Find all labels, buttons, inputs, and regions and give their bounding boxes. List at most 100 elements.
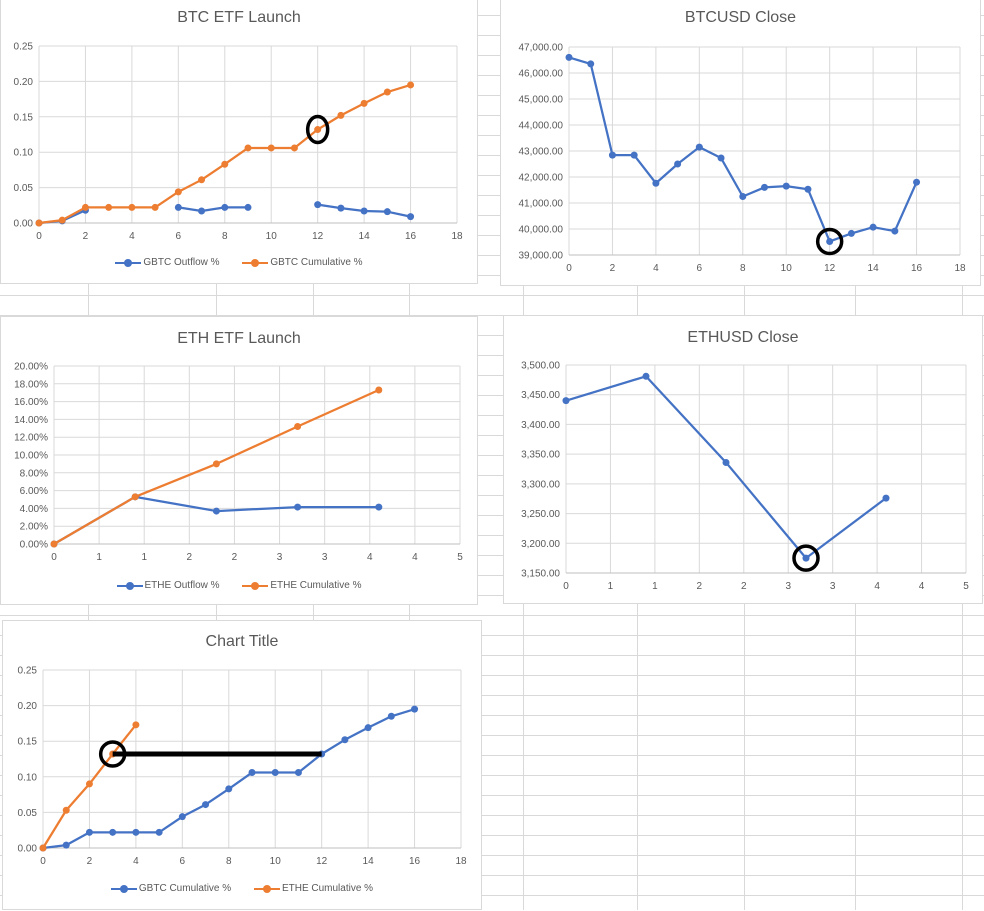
svg-text:2: 2 [87, 856, 93, 867]
svg-text:0.20: 0.20 [18, 701, 38, 712]
svg-text:0.05: 0.05 [18, 808, 38, 819]
svg-text:16: 16 [405, 231, 417, 242]
svg-text:0: 0 [40, 856, 46, 867]
legend-marker-icon [253, 884, 280, 894]
legend-marker-icon [242, 258, 269, 268]
svg-text:1: 1 [141, 552, 147, 563]
chart-ethusd-close[interactable]: ETHUSD Close 0 1 1 2 2 3 3 4 4 5 3,150.00 3,200.00 3… [503, 315, 983, 604]
svg-text:4: 4 [874, 581, 880, 592]
legend-item-gbtc-cumulative[interactable]: GBTC Cumulative % [242, 257, 363, 268]
svg-text:14: 14 [359, 231, 371, 242]
svg-text:12: 12 [316, 856, 328, 867]
svg-text:3,250.00: 3,250.00 [521, 509, 560, 520]
legend-marker-icon [115, 258, 142, 268]
svg-text:12: 12 [312, 231, 324, 242]
chart-legend: GBTC Cumulative % ETHE Cumulative % [3, 883, 481, 894]
svg-text:3,200.00: 3,200.00 [521, 539, 560, 550]
svg-text:0: 0 [51, 552, 57, 563]
svg-text:18: 18 [455, 856, 467, 867]
legend-marker-icon [116, 581, 143, 591]
svg-text:12.00%: 12.00% [14, 433, 48, 444]
chart-title: BTCUSD Close [684, 9, 797, 26]
svg-text:45,000.00: 45,000.00 [519, 95, 564, 106]
svg-text:0.00: 0.00 [18, 844, 38, 855]
svg-text:20.00%: 20.00% [14, 362, 48, 373]
legend-item-gbtc-outflow[interactable]: GBTC Outflow % [115, 257, 220, 268]
svg-text:42,000.00: 42,000.00 [519, 173, 564, 184]
svg-text:3,150.00: 3,150.00 [521, 569, 560, 580]
svg-text:39,000.00: 39,000.00 [519, 251, 564, 262]
chart-plot: 0 1 1 2 2 3 3 4 4 5 3,150.00 3,200.00 3,250.00 3,300.… [521, 361, 969, 593]
svg-text:2: 2 [697, 581, 703, 592]
svg-text:0: 0 [36, 231, 42, 242]
svg-text:14: 14 [363, 856, 375, 867]
chart-title: ETHUSD Close [687, 329, 799, 346]
svg-text:14: 14 [868, 263, 880, 274]
legend-item-ethe-outflow[interactable]: ETHE Outflow % [116, 580, 220, 591]
svg-text:46,000.00: 46,000.00 [519, 69, 564, 80]
svg-text:3: 3 [785, 581, 791, 592]
svg-text:4: 4 [133, 856, 139, 867]
svg-text:5: 5 [457, 552, 463, 563]
legend-item-ethe-cumulative[interactable]: ETHE Cumulative % [242, 580, 361, 591]
svg-text:0: 0 [563, 581, 569, 592]
legend-item-gbtc-cumulative[interactable]: GBTC Cumulative % [110, 883, 231, 894]
svg-text:18: 18 [451, 231, 463, 242]
svg-text:3,350.00: 3,350.00 [521, 450, 560, 461]
svg-text:2: 2 [232, 552, 238, 563]
svg-text:6: 6 [180, 856, 186, 867]
svg-text:8.00%: 8.00% [20, 468, 48, 479]
chart-plot: 0 1 1 2 2 3 3 4 4 5 0.00% 2.00% 4.00% 6.00% 8.00% 10.00… [14, 362, 463, 564]
svg-text:0.20: 0.20 [14, 77, 34, 88]
svg-text:2: 2 [187, 552, 193, 563]
chart-plot: 0 2 4 6 8 10 12 14 16 18 0.00 0.05 0.10 0.15 0.20 0.25 [14, 42, 463, 243]
svg-text:3,400.00: 3,400.00 [521, 420, 560, 431]
svg-text:8: 8 [740, 263, 746, 274]
chart-plot: 0 2 4 6 8 10 12 14 16 18 0.00 0.05 0.10 0.15 0.20 0.25 [18, 666, 467, 868]
legend-item-ethe-cumulative[interactable]: ETHE Cumulative % [253, 883, 373, 894]
chart-title: Chart Title [205, 633, 279, 650]
svg-text:1: 1 [96, 552, 102, 563]
svg-text:3,450.00: 3,450.00 [521, 390, 560, 401]
svg-text:16: 16 [409, 856, 421, 867]
svg-text:47,000.00: 47,000.00 [519, 43, 564, 54]
svg-text:5: 5 [963, 581, 969, 592]
svg-text:6: 6 [697, 263, 703, 274]
svg-text:18.00%: 18.00% [14, 379, 48, 390]
chart-btc-etf-launch[interactable]: BTC ETF Launch 0 2 4 6 8 10 12 14 16 18 0.00 0.05 0.… [0, 0, 478, 284]
svg-text:4: 4 [653, 263, 659, 274]
chart-eth-etf-launch[interactable]: ETH ETF Launch 0 1 1 2 2 3 3 4 4 5 0.00% 2.00% 4.00%… [0, 316, 478, 605]
svg-text:10: 10 [270, 856, 282, 867]
svg-text:3,500.00: 3,500.00 [521, 361, 560, 372]
svg-text:3,300.00: 3,300.00 [521, 479, 560, 490]
svg-text:43,000.00: 43,000.00 [519, 147, 564, 158]
svg-text:0.15: 0.15 [14, 112, 34, 123]
svg-text:10: 10 [781, 263, 793, 274]
svg-text:2: 2 [610, 263, 616, 274]
svg-text:1: 1 [652, 581, 658, 592]
svg-text:8: 8 [222, 231, 228, 242]
svg-text:14.00%: 14.00% [14, 415, 48, 426]
svg-text:0.00%: 0.00% [20, 540, 48, 551]
svg-text:0.10: 0.10 [14, 148, 34, 159]
legend-marker-icon [242, 581, 269, 591]
chart-title: BTC ETF Launch [177, 9, 301, 26]
svg-text:10: 10 [266, 231, 278, 242]
chart-title: ETH ETF Launch [177, 330, 301, 347]
svg-text:2: 2 [741, 581, 747, 592]
svg-text:0.00: 0.00 [14, 219, 34, 230]
svg-text:12: 12 [824, 263, 836, 274]
svg-text:10.00%: 10.00% [14, 451, 48, 462]
svg-text:0.15: 0.15 [18, 737, 38, 748]
svg-text:3: 3 [830, 581, 836, 592]
chart-btcusd-close[interactable]: BTCUSD Close 0 2 4 6 8 10 12 14 16 18 39,000.00 40,… [500, 0, 981, 286]
svg-text:8: 8 [226, 856, 232, 867]
svg-text:41,000.00: 41,000.00 [519, 199, 564, 210]
svg-text:40,000.00: 40,000.00 [519, 225, 564, 236]
svg-text:1: 1 [608, 581, 614, 592]
chart-legend: ETHE Outflow % ETHE Cumulative % [1, 580, 477, 591]
chart-legend: GBTC Outflow % GBTC Cumulative % [1, 257, 477, 268]
svg-text:4.00%: 4.00% [20, 504, 48, 515]
legend-marker-icon [110, 884, 137, 894]
chart-combined-cumulative[interactable]: Chart Title 0 2 4 6 8 10 12 14 16 18 0.00 0.05 0.10 0… [2, 620, 482, 910]
